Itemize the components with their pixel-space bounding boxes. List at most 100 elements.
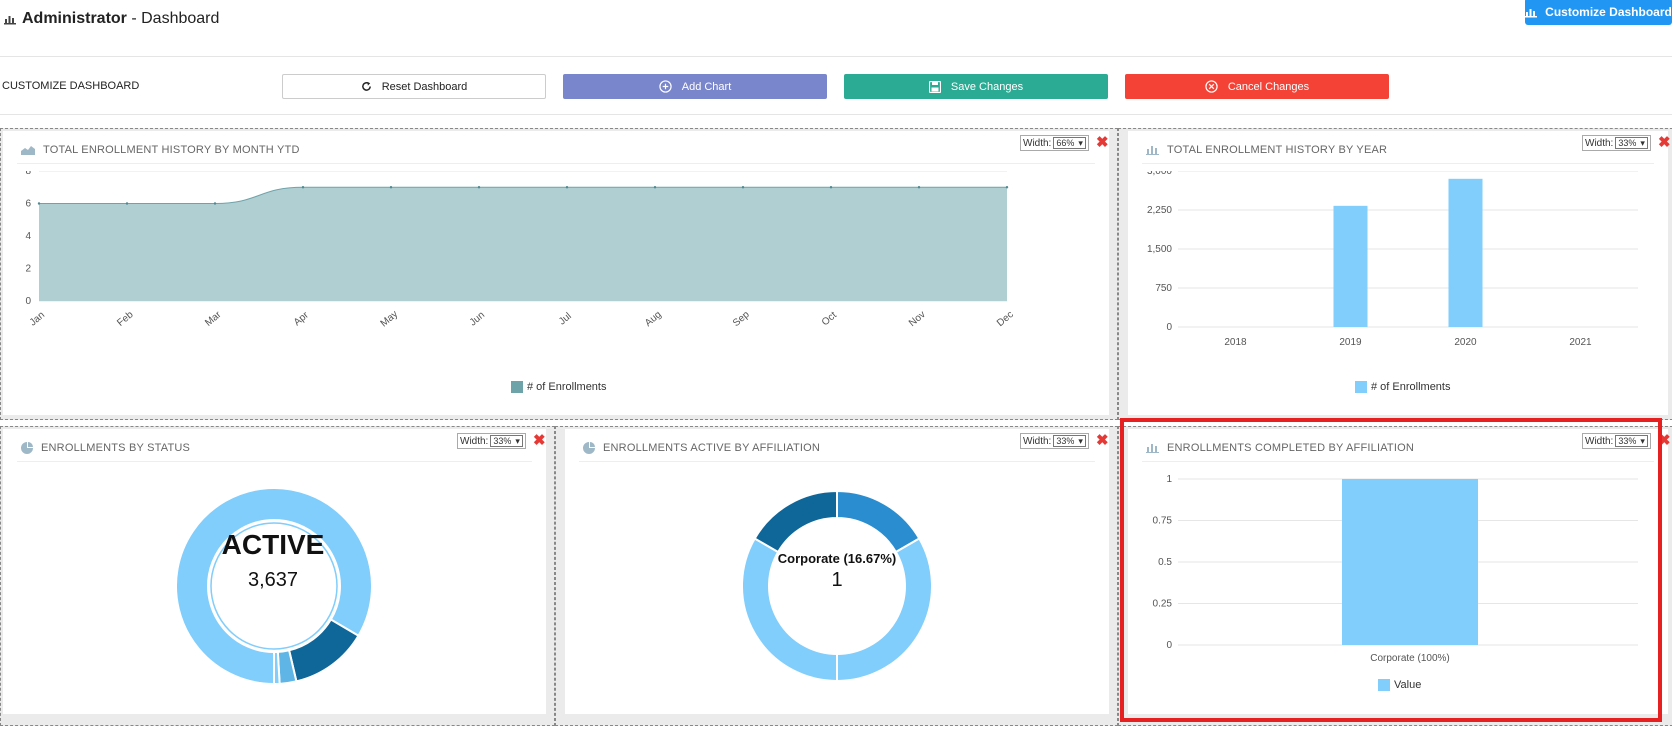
width-selector[interactable]: Width: 66% ▾: [1020, 135, 1089, 151]
reset-dashboard-button[interactable]: Reset Dashboard: [282, 74, 546, 99]
title-divider: [579, 461, 1095, 462]
customize-dashboard-button[interactable]: Customize Dashboard: [1525, 0, 1672, 25]
donut-chart: [741, 489, 933, 683]
donut-center-label: ACTIVE: [221, 529, 325, 560]
floppy-disk-icon: [928, 80, 941, 93]
width-label: Width:: [1585, 137, 1614, 149]
width-selector[interactable]: Width: 33% ▾: [1582, 135, 1651, 151]
donut-center-value: 3,637: [247, 569, 299, 591]
donut-center-label: Corporate (16.67%): [777, 551, 897, 566]
donut-center-value: 1: [831, 569, 843, 591]
y-tick-label: 0: [25, 296, 31, 307]
width-label: Width:: [1585, 435, 1614, 447]
legend-label: # of Enrollments: [1371, 381, 1451, 393]
pie-slice: [287, 618, 360, 683]
legend-swatch: [511, 381, 523, 393]
data-point: [565, 186, 569, 189]
title-divider: [1142, 163, 1654, 164]
data-point: [301, 186, 305, 189]
y-tick-label: 0.5: [1158, 557, 1172, 568]
add-label: Add Chart: [681, 80, 732, 93]
remove-chart-icon[interactable]: ✖: [1658, 134, 1671, 151]
width-dropdown[interactable]: 33% ▾: [1615, 137, 1648, 149]
chevron-down-icon: ▾: [1078, 137, 1083, 148]
area-chart: 0 2 4 6 8 Jan Feb Mar Apr May Jun Jul Aug Sep Oct Nov De…: [25, 171, 1016, 330]
panel-title-text: ENROLLMENTS COMPLETED BY AFFILIATION: [1167, 442, 1415, 454]
x-tick-label: Jul: [557, 311, 574, 328]
y-tick-label: 0: [1166, 322, 1172, 333]
x-tick-label: Sep: [731, 309, 752, 329]
x-tick-label: Oct: [820, 310, 839, 329]
x-tick-label: May: [379, 309, 401, 330]
width-dropdown[interactable]: 66% ▾: [1053, 137, 1086, 149]
data-point: [125, 202, 129, 205]
bar-chart-icon: [1146, 444, 1159, 453]
close-circle-icon: [1205, 80, 1218, 93]
bar-chart-icon: [4, 16, 16, 25]
inner-ring: [210, 522, 338, 650]
width-value: 33%: [1618, 138, 1637, 148]
y-tick-label: 0.25: [1153, 599, 1173, 610]
add-chart-button[interactable]: Add Chart: [563, 74, 827, 99]
x-tick-label: Nov: [907, 309, 928, 329]
save-label: Save Changes: [950, 80, 1024, 93]
data-point: [829, 186, 833, 189]
y-tick-label: 4: [25, 231, 31, 242]
x-tick-label: 2020: [1454, 337, 1477, 348]
panel-completed-by-affiliation: ENROLLMENTS COMPLETED BY AFFILIATION Wid…: [1128, 429, 1671, 714]
panel-title-text: ENROLLMENTS BY STATUS: [41, 442, 191, 454]
width-dropdown[interactable]: 33% ▾: [490, 435, 523, 447]
bar: [1448, 178, 1483, 327]
bar-chart: 0 750 1,500 2,250 3,000 2018 2019 2020 2021: [1147, 171, 1638, 348]
width-dropdown[interactable]: 33% ▾: [1053, 435, 1086, 447]
width-dropdown[interactable]: 33% ▾: [1615, 435, 1648, 447]
donut-chart: [175, 487, 373, 686]
top-bar: Administrator - Dashboard Customize Dash…: [0, 0, 1672, 57]
chart-legend: # of Enrollments: [1355, 381, 1450, 393]
data-point: [477, 186, 481, 189]
chart-legend: Value: [1378, 679, 1421, 691]
chevron-down-icon: ▾: [515, 435, 520, 446]
plus-circle-icon: [659, 80, 672, 93]
x-tick-label: Jun: [468, 310, 487, 329]
y-tick-label: 1,500: [1147, 244, 1172, 255]
x-tick-label: Aug: [643, 309, 664, 329]
panel-enrollment-by-year: TOTAL ENROLLMENT HISTORY BY YEAR Width: …: [1128, 131, 1671, 415]
width-value: 33%: [1056, 436, 1075, 446]
width-selector[interactable]: Width: 33% ▾: [1020, 433, 1089, 449]
cancel-changes-button[interactable]: Cancel Changes: [1125, 74, 1389, 99]
pie-slice: [175, 487, 373, 686]
chart-legend: # of Enrollments: [511, 381, 606, 393]
remove-chart-icon[interactable]: ✖: [533, 432, 546, 449]
pie-chart-icon: [21, 442, 33, 454]
y-tick-label: 1: [1166, 474, 1172, 485]
area-chart-icon: [21, 146, 35, 155]
panel-active-by-affiliation: ENROLLMENTS ACTIVE BY AFFILIATION Width:…: [565, 429, 1109, 714]
bar: [1333, 205, 1368, 327]
x-tick-label: Apr: [292, 309, 312, 328]
y-tick-label: 750: [1155, 283, 1172, 294]
x-tick-label: 2021: [1569, 337, 1592, 348]
area-line: [39, 186, 1007, 204]
legend-label: # of Enrollments: [527, 381, 607, 393]
bar-chart-icon: [1146, 146, 1159, 155]
y-tick-label: 0: [1166, 640, 1172, 651]
remove-chart-icon[interactable]: ✖: [1096, 432, 1109, 449]
legend-swatch: [1355, 381, 1367, 393]
y-tick-label: 2,250: [1147, 205, 1172, 216]
panel-title: ENROLLMENTS COMPLETED BY AFFILIATION: [1146, 442, 1414, 454]
width-value: 66%: [1056, 138, 1075, 148]
bar-chart-icon: [1525, 8, 1538, 17]
panel-enrollments-by-status: ENROLLMENTS BY STATUS Width: 33% ▾ ✖ ACTI…: [3, 429, 546, 714]
panel-title-text: ENROLLMENTS ACTIVE BY AFFILIATION: [603, 442, 821, 454]
title-bold: Administrator: [22, 10, 127, 27]
x-tick-label: Corporate (100%): [1370, 653, 1449, 664]
remove-chart-icon[interactable]: ✖: [1096, 134, 1109, 151]
width-selector[interactable]: Width: 33% ▾: [1582, 433, 1651, 449]
panel-enrollment-by-month: TOTAL ENROLLMENT HISTORY BY MONTH YTD Wi…: [3, 131, 1109, 415]
data-point: [1005, 186, 1009, 189]
save-changes-button[interactable]: Save Changes: [844, 74, 1108, 99]
x-tick-label: Dec: [995, 309, 1016, 329]
width-selector[interactable]: Width: 33% ▾: [457, 433, 526, 449]
x-tick-label: 2018: [1224, 337, 1247, 348]
